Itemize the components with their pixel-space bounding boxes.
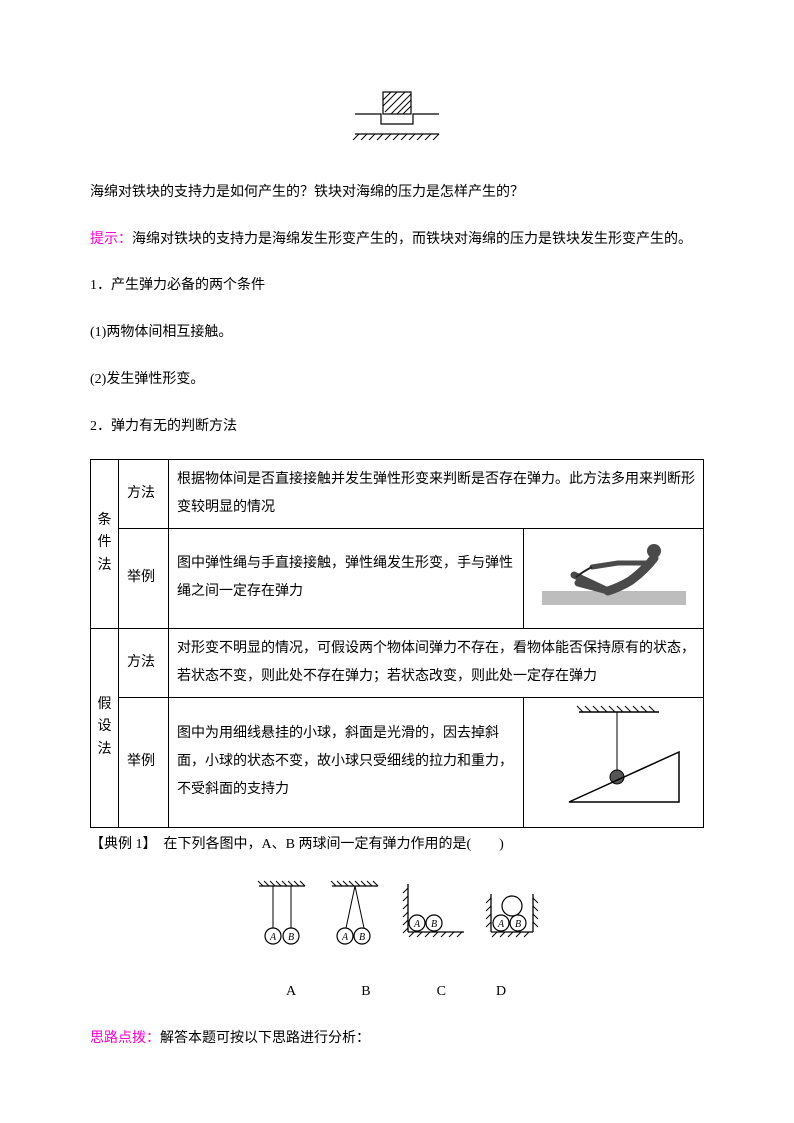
analysis-paragraph: 思路点拨：解答本题可按以下思路进行分析： bbox=[90, 1024, 704, 1055]
example-options-figures: A B A B A B bbox=[90, 876, 704, 969]
cell-method-2-desc: 对形变不明显的情况，可假设两个物体间弹力不存在，看物体能否保持原有的状态，若状态… bbox=[169, 628, 704, 697]
cell-example-2: 举例 bbox=[119, 697, 169, 827]
cell-method-2: 方法 bbox=[119, 628, 169, 697]
example-text: 在下列各图中，A、B 两球间一定有弹力作用的是( ) bbox=[150, 837, 504, 852]
svg-text:A: A bbox=[269, 932, 277, 943]
elastic-band-figure bbox=[534, 533, 694, 613]
example-label: 【典例 1】 bbox=[90, 837, 150, 852]
option-b-figure: A B bbox=[320, 876, 390, 956]
svg-text:A: A bbox=[413, 919, 421, 930]
cell-assume-method: 假设法 bbox=[91, 628, 119, 827]
cell-example-2-image bbox=[524, 697, 704, 827]
question-1: 海绵对铁块的支持力是如何产生的？铁块对海绵的压力是怎样产生的？ bbox=[90, 178, 704, 209]
assume-method-label: 假设法 bbox=[98, 697, 112, 757]
section-2-title: 2．弹力有无的判断方法 bbox=[90, 412, 704, 443]
example-1: 【典例 1】 在下列各图中，A、B 两球间一定有弹力作用的是( ) bbox=[90, 830, 704, 861]
section-1-item-2: (2)发生弹性形变。 bbox=[90, 365, 704, 396]
svg-text:A: A bbox=[497, 919, 505, 930]
cell-example-1-desc: 图中弹性绳与手直接接触，弹性绳发生形变，手与弹性绳之间一定存在弹力 bbox=[169, 528, 524, 628]
cell-example-1: 举例 bbox=[119, 528, 169, 628]
svg-text:A: A bbox=[341, 932, 349, 943]
svg-text:B: B bbox=[359, 932, 365, 943]
svg-text:B: B bbox=[288, 932, 294, 943]
svg-text:B: B bbox=[515, 919, 521, 930]
figure-block-on-sponge bbox=[90, 90, 704, 158]
analysis-text: 解答本题可按以下思路进行分析： bbox=[160, 1031, 370, 1046]
section-1-title: 1．产生弹力必备的两个条件 bbox=[90, 271, 704, 302]
cell-example-1-image bbox=[524, 528, 704, 628]
section-1-item-1: (1)两物体间相互接触。 bbox=[90, 318, 704, 349]
option-letters-row: A B C D bbox=[90, 977, 704, 1008]
option-a-figure: A B bbox=[247, 876, 317, 956]
sponge-diagram bbox=[337, 90, 457, 145]
cell-method-1-desc: 根据物体间是否直接接触并发生弹性形变来判断是否存在弹力。此方法多用来判断形变较明… bbox=[169, 459, 704, 528]
methods-table: 条件法 方法 根据物体间是否直接接触并发生弹性形变来判断是否存在弹力。此方法多用… bbox=[90, 459, 704, 828]
option-d-figure: A B bbox=[477, 876, 547, 956]
analysis-label: 思路点拨： bbox=[90, 1031, 160, 1046]
condition-method-label: 条件法 bbox=[98, 513, 112, 573]
cell-example-2-desc: 图中为用细线悬挂的小球，斜面是光滑的，因去掉斜面，小球的状态不变，故小球只受细线… bbox=[169, 697, 524, 827]
hint-label: 提示： bbox=[90, 232, 132, 247]
option-c-figure: A B bbox=[394, 876, 474, 956]
incline-ball-figure bbox=[539, 702, 689, 812]
hint-text: 海绵对铁块的支持力是海绵发生形变产生的，而铁块对海绵的压力是铁块发生形变产生的。 bbox=[132, 232, 692, 247]
hint-paragraph: 提示：海绵对铁块的支持力是海绵发生形变产生的，而铁块对海绵的压力是铁块发生形变产… bbox=[90, 225, 704, 256]
cell-condition-method: 条件法 bbox=[91, 459, 119, 628]
cell-method-1: 方法 bbox=[119, 459, 169, 528]
svg-text:B: B bbox=[431, 919, 437, 930]
